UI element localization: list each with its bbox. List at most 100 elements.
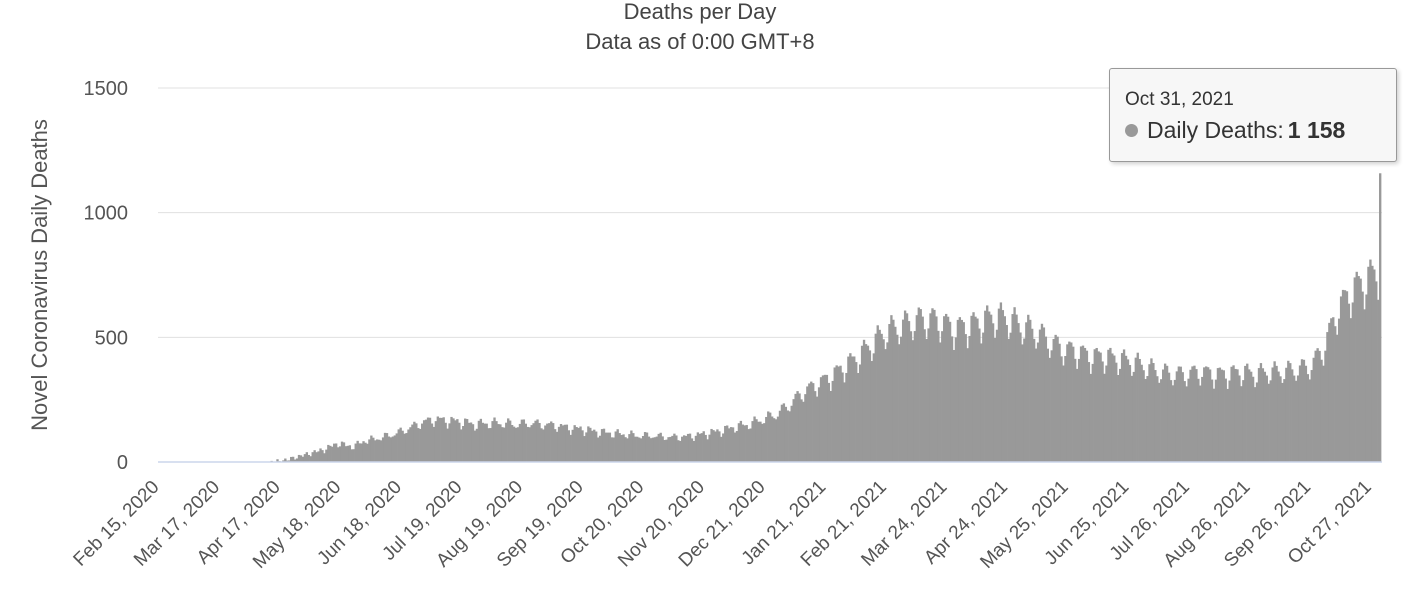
bar[interactable] [1244,365,1247,462]
bar[interactable] [829,390,832,462]
bar[interactable] [894,326,897,462]
bar[interactable] [370,435,373,462]
bar[interactable] [493,417,496,463]
bar[interactable] [434,421,438,462]
bar[interactable] [976,318,979,462]
bar[interactable] [677,440,680,462]
bar[interactable] [542,429,545,462]
bar[interactable] [1255,382,1259,462]
bar[interactable] [1283,379,1286,462]
bar[interactable] [1062,365,1065,463]
bar[interactable] [688,433,692,462]
bar[interactable] [1042,327,1046,462]
bar[interactable] [901,319,905,462]
bar[interactable] [1308,379,1311,462]
bar[interactable] [297,454,301,462]
bar[interactable] [931,308,934,462]
bar[interactable] [301,456,305,462]
bar[interactable] [614,431,617,462]
bar[interactable] [444,422,447,462]
bar[interactable] [534,420,537,462]
bar[interactable] [1249,371,1253,462]
bar[interactable] [667,437,670,462]
bar[interactable] [1377,299,1380,462]
bar[interactable] [489,428,492,462]
bar[interactable] [767,411,770,462]
bar[interactable] [424,419,428,462]
bar[interactable] [1218,367,1222,462]
bar[interactable] [1015,314,1018,462]
bar[interactable] [1189,369,1192,462]
bar[interactable] [722,433,725,462]
bar[interactable] [847,356,850,462]
bar[interactable] [1177,366,1180,462]
bar[interactable] [1259,363,1263,462]
bar[interactable] [501,427,504,462]
bar[interactable] [909,331,913,462]
bar[interactable] [665,439,668,462]
bar[interactable] [988,311,991,462]
bar[interactable] [1253,387,1257,462]
bar[interactable] [1115,362,1118,462]
bar[interactable] [1038,329,1042,462]
bar[interactable] [1019,332,1022,462]
bar[interactable] [1107,349,1110,462]
bar[interactable] [751,421,754,462]
bar[interactable] [1160,379,1163,462]
bar[interactable] [898,344,901,462]
bar[interactable] [282,460,285,462]
bar[interactable] [1293,375,1296,462]
bar[interactable] [1113,355,1116,462]
bar[interactable] [835,365,838,462]
bar[interactable] [647,436,651,462]
bar[interactable] [307,454,310,462]
bar[interactable] [1081,345,1085,462]
bar[interactable] [356,440,359,462]
bar[interactable] [849,353,852,462]
bar[interactable] [333,443,336,462]
bar[interactable] [737,423,741,462]
bar[interactable] [440,417,443,462]
bar[interactable] [1214,379,1218,462]
bar[interactable] [520,419,524,462]
bar[interactable] [726,425,729,463]
bar[interactable] [1150,358,1153,462]
bar[interactable] [1228,380,1231,462]
bar[interactable] [516,427,520,462]
bar[interactable] [984,310,987,462]
bar[interactable] [579,426,582,462]
bar[interactable] [1163,363,1167,462]
bar[interactable] [735,431,739,462]
bar[interactable] [1056,336,1059,462]
bar[interactable] [663,440,666,462]
bar[interactable] [360,443,363,462]
bar[interactable] [1144,379,1147,462]
bar[interactable] [293,459,297,462]
bar[interactable] [1117,375,1120,462]
bar[interactable] [1120,353,1124,462]
bar[interactable] [1066,344,1069,462]
bar[interactable] [616,429,619,462]
bar[interactable] [731,427,735,462]
bar[interactable] [1013,307,1016,462]
bar[interactable] [1322,365,1325,462]
bar[interactable] [295,458,299,462]
bar[interactable] [1210,379,1214,462]
bar[interactable] [804,394,807,462]
bar[interactable] [718,431,721,462]
bar[interactable] [749,428,752,462]
bar[interactable] [1199,385,1202,462]
bar[interactable] [1318,350,1321,462]
bar[interactable] [397,429,400,462]
bar[interactable] [430,423,434,463]
bar[interactable] [765,416,768,462]
bar[interactable] [618,433,621,462]
bar[interactable] [309,456,312,462]
bar[interactable] [432,426,436,462]
bar[interactable] [733,432,737,462]
bar[interactable] [417,428,420,462]
bar[interactable] [436,416,439,462]
bar[interactable] [694,435,698,462]
bar[interactable] [338,446,342,462]
bar[interactable] [833,367,836,462]
